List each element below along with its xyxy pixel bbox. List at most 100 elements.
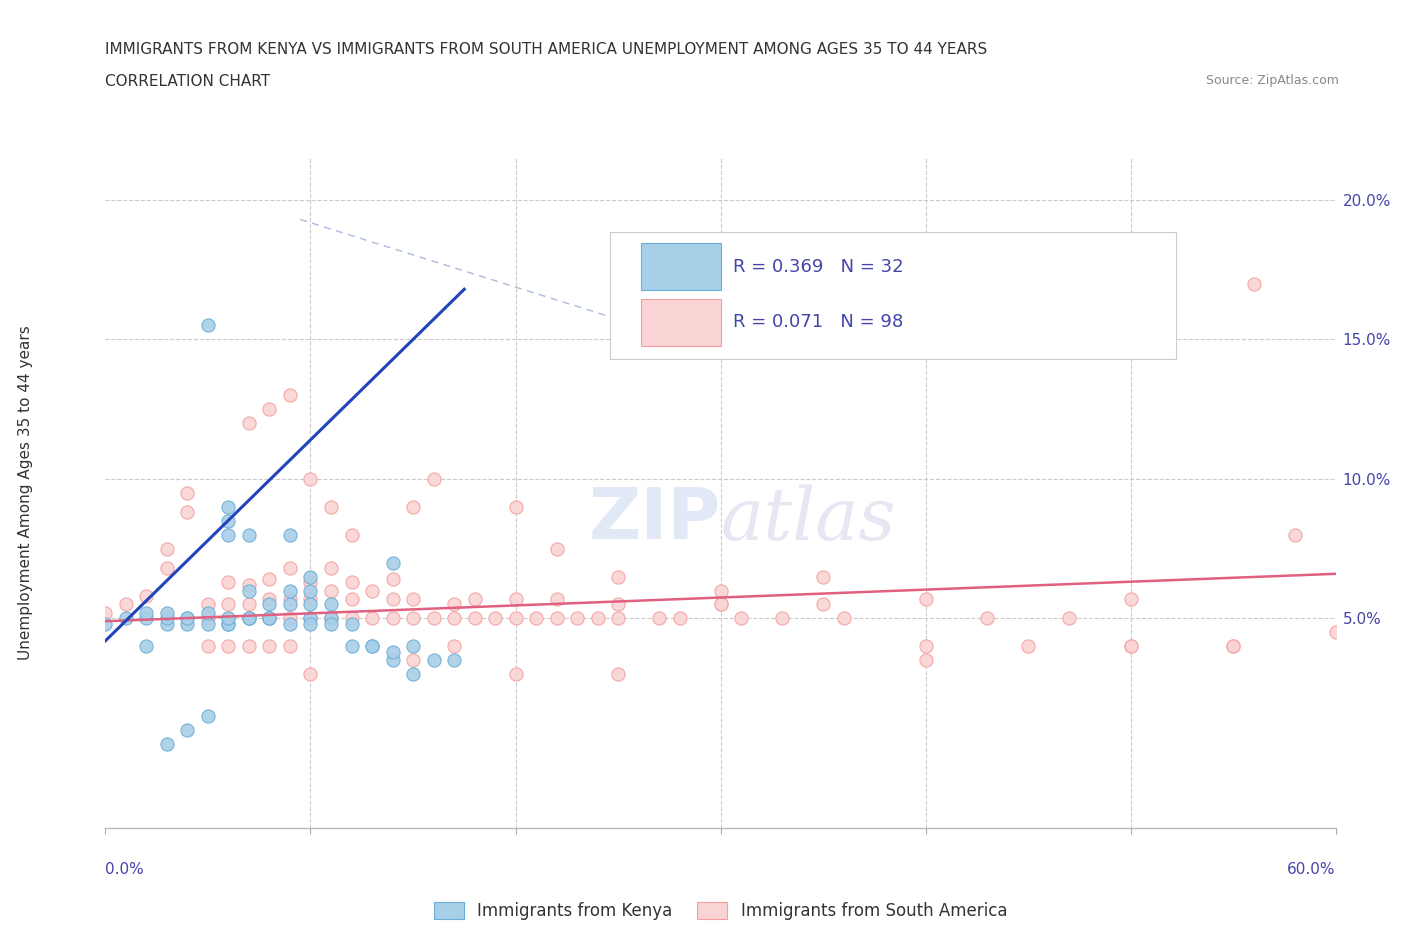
Point: [402, 591, 425, 606]
Point: [197, 639, 219, 654]
Point: [156, 605, 179, 620]
Point: [811, 597, 834, 612]
Point: [422, 653, 444, 668]
Point: [381, 555, 404, 570]
Point: [299, 597, 322, 612]
Text: ZIP: ZIP: [588, 485, 721, 554]
Point: [299, 569, 322, 584]
Legend: Immigrants from Kenya, Immigrants from South America: Immigrants from Kenya, Immigrants from S…: [427, 895, 1014, 926]
Point: [607, 597, 630, 612]
Point: [340, 639, 363, 654]
Point: [546, 591, 568, 606]
Point: [832, 611, 855, 626]
Text: CORRELATION CHART: CORRELATION CHART: [105, 74, 270, 89]
Point: [259, 639, 281, 654]
Point: [176, 505, 198, 520]
Point: [156, 737, 179, 751]
Text: atlas: atlas: [721, 485, 896, 555]
Point: [197, 318, 219, 333]
Point: [135, 589, 157, 604]
Point: [176, 617, 198, 631]
Point: [299, 472, 322, 486]
Point: [278, 388, 301, 403]
Point: [914, 639, 936, 654]
Point: [278, 617, 301, 631]
Point: [1119, 639, 1142, 654]
Point: [135, 611, 157, 626]
Point: [238, 611, 260, 626]
Point: [402, 667, 425, 682]
Point: [156, 617, 179, 631]
Point: [402, 653, 425, 668]
Point: [278, 591, 301, 606]
Point: [402, 611, 425, 626]
Point: [361, 639, 384, 654]
Point: [197, 611, 219, 626]
Point: [259, 611, 281, 626]
Point: [176, 485, 198, 500]
Point: [238, 416, 260, 431]
Point: [238, 597, 260, 612]
Point: [94, 605, 117, 620]
Text: 0.0%: 0.0%: [105, 862, 145, 877]
Point: [319, 611, 342, 626]
Point: [115, 597, 138, 612]
FancyBboxPatch shape: [641, 243, 721, 290]
Point: [197, 605, 219, 620]
Point: [1222, 639, 1244, 654]
Point: [1284, 527, 1306, 542]
Point: [1057, 611, 1080, 626]
Point: [218, 597, 240, 612]
Point: [443, 653, 465, 668]
Point: [319, 597, 342, 612]
Point: [278, 611, 301, 626]
Point: [197, 617, 219, 631]
Point: [340, 575, 363, 590]
Point: [238, 583, 260, 598]
Point: [278, 527, 301, 542]
Point: [361, 583, 384, 598]
Point: [135, 639, 157, 654]
Point: [278, 597, 301, 612]
Point: [259, 572, 281, 587]
Point: [1119, 591, 1142, 606]
Point: [259, 591, 281, 606]
Point: [259, 402, 281, 417]
Point: [1017, 639, 1039, 654]
Point: [278, 561, 301, 576]
Point: [340, 527, 363, 542]
Point: [238, 639, 260, 654]
Point: [710, 597, 733, 612]
Point: [319, 561, 342, 576]
Point: [1324, 625, 1347, 640]
Point: [299, 583, 322, 598]
Point: [135, 605, 157, 620]
Point: [505, 611, 527, 626]
Point: [361, 611, 384, 626]
Point: [238, 611, 260, 626]
Point: [914, 591, 936, 606]
Point: [259, 611, 281, 626]
Text: IMMIGRANTS FROM KENYA VS IMMIGRANTS FROM SOUTH AMERICA UNEMPLOYMENT AMONG AGES 3: IMMIGRANTS FROM KENYA VS IMMIGRANTS FROM…: [105, 42, 987, 57]
Text: 60.0%: 60.0%: [1288, 862, 1336, 877]
Point: [607, 569, 630, 584]
Point: [546, 611, 568, 626]
Point: [218, 617, 240, 631]
Point: [218, 527, 240, 542]
Point: [546, 541, 568, 556]
Point: [565, 611, 588, 626]
Point: [668, 611, 690, 626]
Point: [1222, 639, 1244, 654]
Point: [381, 591, 404, 606]
Point: [238, 527, 260, 542]
Text: Source: ZipAtlas.com: Source: ZipAtlas.com: [1205, 74, 1339, 87]
Point: [381, 611, 404, 626]
Point: [422, 472, 444, 486]
Point: [361, 639, 384, 654]
Point: [299, 591, 322, 606]
Point: [710, 597, 733, 612]
Point: [176, 723, 198, 737]
FancyBboxPatch shape: [641, 299, 721, 346]
Point: [710, 583, 733, 598]
Point: [1243, 276, 1265, 291]
